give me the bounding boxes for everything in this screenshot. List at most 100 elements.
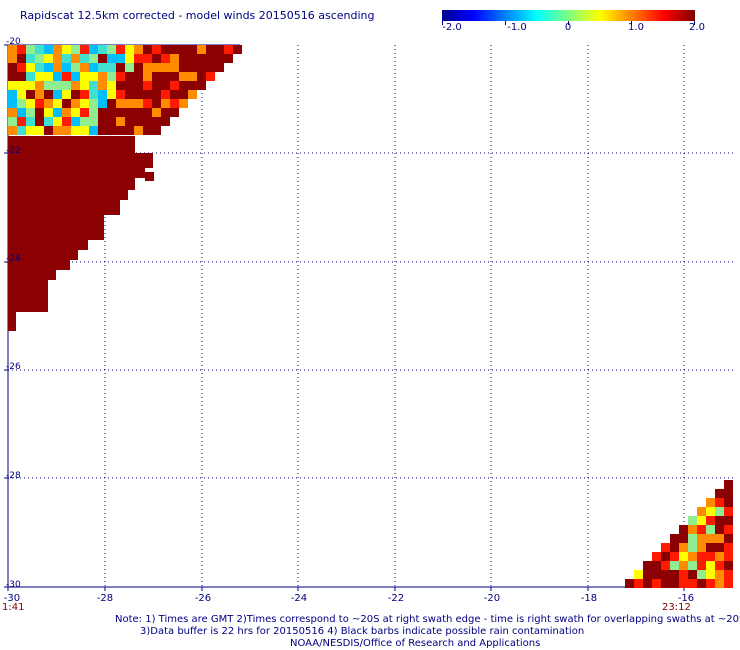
wind-cell xyxy=(8,90,17,99)
footnote-line-1: Note: 1) Times are GMT 2)Times correspon… xyxy=(115,614,740,625)
wind-cell xyxy=(679,570,688,579)
wind-cell xyxy=(152,81,161,90)
wind-cell xyxy=(53,45,62,54)
wind-cell xyxy=(116,81,125,90)
wind-cell xyxy=(53,63,62,72)
wind-cell xyxy=(80,99,89,108)
wind-cell xyxy=(143,45,152,54)
wind-cell xyxy=(143,63,152,72)
colorbar-tick-mark xyxy=(694,21,695,25)
wind-cell xyxy=(80,81,89,90)
wind-cell xyxy=(80,90,89,99)
wind-cell xyxy=(188,63,197,72)
wind-cell xyxy=(152,54,161,63)
wind-cell xyxy=(26,81,35,90)
wind-cell xyxy=(80,126,89,135)
wind-cell xyxy=(35,54,44,63)
wind-cell xyxy=(62,126,71,135)
wind-cell xyxy=(125,45,134,54)
wind-cell xyxy=(125,72,134,81)
wind-cell xyxy=(62,63,71,72)
wind-cell xyxy=(688,543,697,552)
wind-cell xyxy=(8,63,17,72)
wind-cell-block xyxy=(8,260,70,270)
wind-cell xyxy=(161,99,170,108)
wind-cell xyxy=(188,54,197,63)
wind-cell xyxy=(44,54,53,63)
wind-cell xyxy=(8,81,17,90)
wind-cell xyxy=(80,117,89,126)
wind-cell xyxy=(215,45,224,54)
wind-cell xyxy=(134,90,143,99)
wind-cell xyxy=(179,54,188,63)
wind-cell xyxy=(724,534,733,543)
wind-cell xyxy=(53,117,62,126)
wind-cell xyxy=(179,81,188,90)
wind-cell xyxy=(26,126,35,135)
wind-cell xyxy=(670,543,679,552)
colorbar-tick-label: -1.0 xyxy=(507,22,527,33)
wind-cell-block xyxy=(8,153,153,168)
wind-cell xyxy=(134,126,143,135)
wind-cell xyxy=(17,72,26,81)
wind-cell xyxy=(89,99,98,108)
wind-cell xyxy=(688,570,697,579)
wind-cell xyxy=(44,72,53,81)
wind-cell xyxy=(206,63,215,72)
wind-cell xyxy=(161,81,170,90)
wind-cell xyxy=(89,126,98,135)
wind-cell xyxy=(715,498,724,507)
wind-cell xyxy=(89,63,98,72)
wind-cell xyxy=(8,108,17,117)
wind-cell xyxy=(697,543,706,552)
wind-cell xyxy=(152,117,161,126)
wind-cell xyxy=(179,63,188,72)
wind-cell xyxy=(197,81,206,90)
wind-cell xyxy=(80,45,89,54)
wind-cell xyxy=(134,72,143,81)
wind-cell xyxy=(44,45,53,54)
wind-cell xyxy=(107,126,116,135)
colorbar xyxy=(442,10,695,21)
wind-cell xyxy=(724,516,733,525)
wind-cell xyxy=(188,90,197,99)
wind-cell xyxy=(44,90,53,99)
wind-cell xyxy=(679,534,688,543)
colorbar-tick-mark xyxy=(631,21,632,25)
wind-cell xyxy=(206,54,215,63)
wind-cell xyxy=(80,63,89,72)
wind-cell xyxy=(134,108,143,117)
wind-cell xyxy=(26,63,35,72)
wind-cell xyxy=(152,90,161,99)
wind-cell xyxy=(8,45,17,54)
wind-cell xyxy=(62,81,71,90)
wind-cell xyxy=(161,90,170,99)
wind-cell xyxy=(706,516,715,525)
wind-cell xyxy=(152,72,161,81)
wind-cell xyxy=(670,552,679,561)
wind-cell xyxy=(8,126,17,135)
wind-cell xyxy=(652,570,661,579)
wind-cell xyxy=(53,99,62,108)
wind-cell xyxy=(62,90,71,99)
wind-cell xyxy=(706,579,715,588)
wind-cell xyxy=(35,126,44,135)
wind-cell xyxy=(35,81,44,90)
wind-cell xyxy=(688,561,697,570)
wind-cell xyxy=(116,90,125,99)
wind-cell xyxy=(143,90,152,99)
colorbar-tick-label: 1.0 xyxy=(628,22,644,33)
wind-cell xyxy=(80,108,89,117)
wind-cell xyxy=(35,90,44,99)
time-left: 1:41 xyxy=(2,602,25,613)
wind-cell xyxy=(670,561,679,570)
wind-cell xyxy=(107,63,116,72)
wind-cell xyxy=(89,81,98,90)
wind-cell xyxy=(634,579,643,588)
wind-cell xyxy=(26,99,35,108)
wind-cell xyxy=(233,45,242,54)
wind-cell xyxy=(143,54,152,63)
wind-cell xyxy=(116,54,125,63)
wind-cell xyxy=(35,63,44,72)
